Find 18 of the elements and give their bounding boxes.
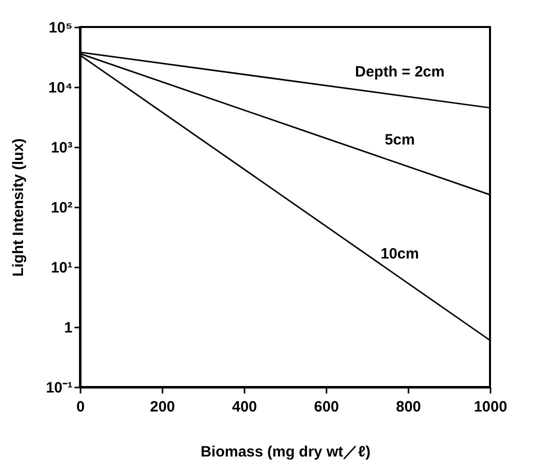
- y-tick-label: 10²: [50, 200, 72, 216]
- x-tick-label: 600: [314, 398, 340, 416]
- x-tick-label: 400: [232, 398, 258, 416]
- y-tick-label: 10¹: [50, 260, 72, 276]
- y-tick-label: 10⁻¹: [46, 380, 72, 396]
- x-tick-label: 200: [150, 398, 176, 416]
- y-tick-label: 10⁵: [48, 20, 72, 36]
- x-tick-label: 0: [76, 398, 85, 416]
- y-tick-label: 10⁴: [48, 80, 72, 96]
- series-label: 5cm: [384, 132, 415, 149]
- y-tick-label: 1: [64, 320, 72, 336]
- x-axis-title: Biomass (mg dry wt／ℓ): [200, 444, 370, 460]
- x-tick-label: 800: [396, 398, 422, 416]
- y-tick-label: 10³: [50, 140, 72, 156]
- series-label: Depth = 2cm: [354, 64, 445, 81]
- series-label: 10cm: [380, 246, 419, 263]
- y-axis-title: Light Intensity (lux): [10, 138, 27, 277]
- x-tick-label: 1000: [474, 398, 508, 416]
